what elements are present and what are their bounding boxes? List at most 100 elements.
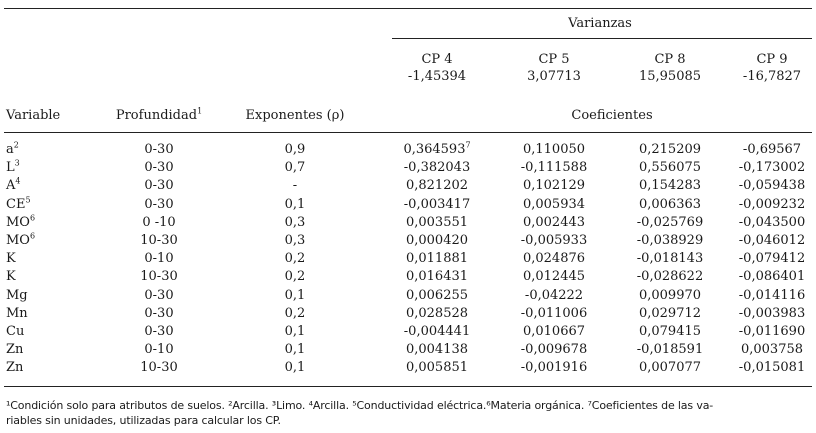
cp9-cell: -0,046012 (738, 233, 806, 248)
cp8-cell: -0,028622 (636, 269, 704, 285)
depth-cell: 0-30 (144, 142, 174, 157)
cp9-cell: -0,079412 (738, 251, 806, 267)
varianzas-rule (392, 38, 812, 39)
cp4-cell: 0,011881 (405, 251, 469, 267)
cp5-cell: 0,010667 (522, 324, 586, 339)
table-row: MO6 0 -10 0,3 0,003551 0,002443 -0,025769 -0,0… (4, 213, 812, 231)
cp5-cell: 0,002443 (522, 214, 586, 230)
table-row: Cu 0-30 0,1 -0,004441 0,010667 0,079415 -0,011… (4, 324, 812, 340)
depth-cell: 0-10 (144, 251, 174, 267)
variable-column-header: Variable (6, 108, 61, 123)
header-bottom-rule (4, 132, 812, 133)
depth-cell: 0-30 (144, 160, 174, 176)
footnote-line-1: ¹Condición solo para atributos de suelos… (6, 399, 714, 412)
cp8-cell: 0,556075 (638, 160, 702, 176)
cp4-cell: 0,821202 (405, 178, 469, 194)
cp9-cell: -0,014116 (738, 287, 806, 303)
cp4-cell: 0,003551 (405, 214, 469, 230)
depth-cell: 10-30 (140, 360, 178, 376)
exponent-cell: 0,2 (284, 251, 306, 267)
footnote-line-2: riables sin unidades, utilizadas para ca… (6, 414, 281, 427)
cp8-cell: 0,007077 (638, 360, 702, 376)
exponent-cell: 0,1 (284, 360, 306, 376)
cp5-cell: 0,012445 (522, 269, 586, 285)
cp8-cell: -0,018143 (636, 251, 704, 267)
table-row: MO6 10-30 0,3 0,000420 -0,005933 -0,038929 -0,… (4, 231, 812, 249)
coeficientes-heading: Coeficientes (571, 108, 653, 123)
depth-cell: 10-30 (140, 269, 178, 285)
cp4-cell: -0,003417 (403, 196, 471, 212)
depth-cell: 0-30 (144, 287, 174, 303)
table-row: A4 0-30 - 0,821202 0,102129 0,154283 -0,059438 (4, 178, 812, 194)
table-row: a2 0-30 0,9 0,3645937 0,110050 0,215209 -0,695… (4, 140, 812, 158)
exponent-cell: 0,3 (284, 214, 306, 230)
depth-cell: 0 -10 (142, 214, 176, 230)
cp8-cell: 0,079415 (638, 324, 702, 339)
cp8-cell: 0,154283 (638, 178, 702, 194)
exponent-cell: 0,7 (284, 160, 306, 176)
depth-cell: 0-30 (144, 305, 174, 321)
cp5-cell: 0,024876 (522, 251, 586, 267)
cp9-cell: -0,043500 (738, 214, 806, 230)
cp5-cell: -0,111588 (520, 160, 588, 176)
cp8-cell: 0,029712 (638, 305, 702, 321)
cp5-cell: 0,102129 (522, 178, 586, 194)
cp9-cell: -0,015081 (738, 360, 806, 376)
varianzas-heading: Varianzas (568, 16, 632, 31)
variable-cell: A4 (6, 177, 21, 194)
variable-cell: K (6, 269, 16, 285)
cp5-cell: 0,110050 (522, 142, 586, 157)
cp9-cell: -0,059438 (738, 178, 806, 194)
cp9-header: CP 9 (756, 52, 788, 67)
cp9-cell: -0,011690 (738, 324, 806, 339)
table-row: K 10-30 0,2 0,016431 0,012445 -0,028622 -0,086… (4, 269, 812, 285)
depth-cell: 0-30 (144, 196, 174, 212)
cp5-cell: -0,04222 (524, 287, 584, 303)
variable-cell: L3 (6, 158, 20, 176)
cp4-cell: 0,005851 (405, 360, 469, 376)
exponent-cell: 0,2 (284, 269, 306, 285)
cp4-cell: 0,004138 (405, 342, 469, 358)
cp9-cell: -0,086401 (738, 269, 806, 285)
variable-cell: MO6 (6, 231, 36, 248)
table-row: Mg 0-30 0,1 0,006255 -0,04222 0,009970 -0,0141… (4, 288, 812, 304)
cp9-cell: -0,003983 (738, 305, 806, 321)
exponent-cell: 0,1 (284, 342, 306, 358)
cp9-cell: -0,69567 (742, 142, 802, 157)
variable-cell: Mn (6, 305, 28, 321)
cp4-variance: -1,45394 (407, 69, 467, 84)
cp8-cell: -0,025769 (636, 214, 704, 230)
cp9-variance: -16,7827 (742, 69, 802, 84)
cp5-variance: 3,07713 (527, 69, 581, 84)
table-bottom-rule (4, 386, 812, 387)
cp4-cell: 0,000420 (405, 233, 469, 248)
cp9-cell: -0,173002 (738, 160, 806, 176)
depth-cell: 0-10 (144, 342, 174, 358)
cp8-cell: 0,006363 (638, 196, 702, 212)
cp8-cell: 0,009970 (638, 287, 702, 303)
exponentes-column-header: Exponentes (ρ) (245, 108, 345, 123)
variable-cell: MO6 (6, 213, 36, 230)
cp8-cell: -0,038929 (636, 233, 704, 248)
cp5-cell: -0,001916 (520, 360, 588, 376)
cp4-cell: 0,028528 (405, 305, 469, 321)
exponent-cell: 0,9 (284, 142, 306, 157)
cp4-cell: -0,382043 (403, 160, 471, 176)
table-top-rule (4, 8, 812, 9)
cp8-cell: 0,215209 (638, 142, 702, 157)
variable-cell: a2 (6, 140, 19, 157)
cp8-cell: -0,018591 (636, 342, 704, 358)
depth-cell: 0-30 (144, 178, 174, 194)
exponent-cell: 0,3 (284, 233, 306, 248)
exponent-cell: 0,1 (284, 324, 306, 339)
cp9-cell: 0,003758 (740, 342, 804, 358)
table-row: Zn 10-30 0,1 0,005851 -0,001916 0,007077 -0,01… (4, 360, 812, 376)
cp5-cell: -0,005933 (520, 233, 588, 248)
cp5-header: CP 5 (538, 52, 570, 67)
exponent-cell: 0,2 (284, 305, 306, 321)
variable-cell: CE5 (6, 195, 31, 212)
cp5-cell: -0,009678 (520, 342, 588, 358)
variable-cell: Cu (6, 324, 25, 339)
depth-cell: 10-30 (140, 233, 178, 248)
cp4-cell: 0,016431 (405, 269, 469, 285)
